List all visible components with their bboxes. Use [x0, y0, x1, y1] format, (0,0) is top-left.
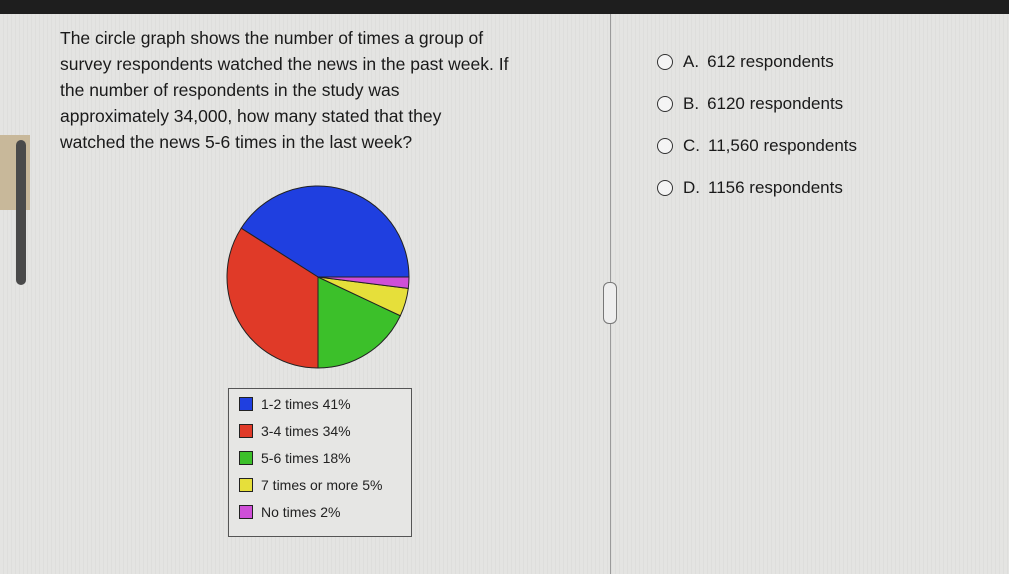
legend-value: 5% [362, 477, 383, 493]
option-text: 1156 respondents [708, 178, 843, 197]
option-letter: C. [683, 136, 700, 155]
radio-button[interactable] [657, 138, 673, 154]
pie-slice [226, 227, 319, 369]
option-letter: D. [683, 178, 700, 197]
legend-swatch [239, 424, 253, 438]
scrollbar[interactable] [16, 140, 26, 285]
legend-label: 3-4 times [261, 423, 319, 439]
option-text: 11,560 respondents [708, 136, 858, 155]
legend-label: 5-6 times [261, 450, 319, 466]
answer-option[interactable]: D. 1156 respondents [657, 178, 843, 198]
question-line: watched the news 5-6 times in the last w… [60, 132, 413, 152]
answer-option[interactable]: A. 612 respondents [657, 52, 834, 72]
option-letter: A. [683, 52, 700, 71]
question-line: approximately 34,000, how many stated th… [60, 106, 442, 126]
option-text: 6120 respondents [707, 94, 844, 113]
legend-entry: 7 times or more 5% [239, 477, 382, 493]
option-letter: B. [683, 94, 700, 113]
answer-option[interactable]: C. 11,560 respondents [657, 136, 857, 156]
legend-label: No times [261, 504, 317, 520]
answer-option[interactable]: B. 6120 respondents [657, 94, 843, 114]
legend-swatch [239, 478, 253, 492]
radio-button[interactable] [657, 180, 673, 196]
legend-entry: 5-6 times 18% [239, 450, 351, 466]
legend-entry: 3-4 times 34% [239, 423, 351, 439]
legend-entry: No times 2% [239, 504, 340, 520]
legend-value: 18% [322, 450, 351, 466]
legend: 1-2 times 41% 3-4 times 34% 5-6 times 18% 7 ti… [228, 388, 412, 537]
question-line: survey respondents watched the news in t… [60, 54, 509, 74]
divider-handle[interactable] [603, 282, 617, 324]
radio-button[interactable] [657, 96, 673, 112]
legend-swatch [239, 451, 253, 465]
legend-swatch [239, 397, 253, 411]
legend-value: 2% [320, 504, 341, 520]
pie-slice [240, 185, 410, 278]
option-text: 612 respondents [707, 52, 834, 71]
pie-slice [317, 276, 410, 289]
legend-value: 41% [322, 396, 351, 412]
legend-label: 7 times or more [261, 477, 359, 493]
legend-label: 1-2 times [261, 396, 319, 412]
question-line: the number of respondents in the study w… [60, 80, 400, 100]
question-line: The circle graph shows the number of tim… [60, 28, 484, 48]
legend-value: 34% [322, 423, 351, 439]
pie-slice [317, 276, 402, 369]
radio-button[interactable] [657, 54, 673, 70]
top-bar [0, 0, 1009, 14]
legend-entry: 1-2 times 41% [239, 396, 351, 412]
legend-swatch [239, 505, 253, 519]
